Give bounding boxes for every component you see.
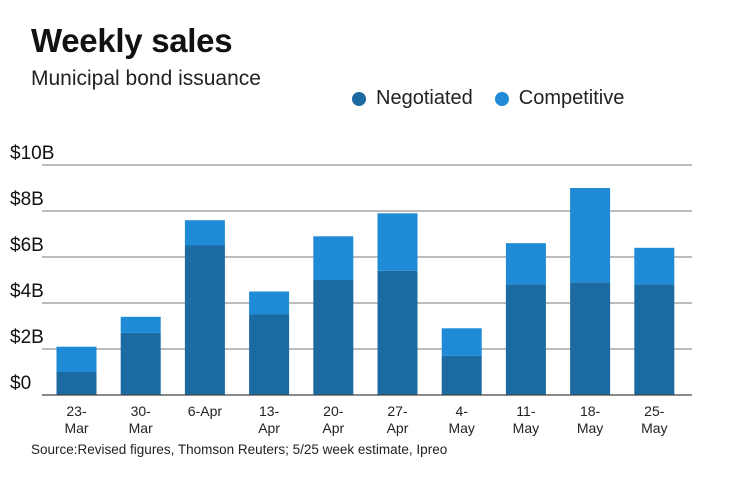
y-tick-label: $6B [10, 235, 44, 256]
source-note: Source:Revised figures, Thomson Reuters;… [31, 442, 448, 457]
bar-negotiated-1 [120, 332, 161, 395]
x-tick-label: 6-Apr [188, 403, 223, 419]
legend-swatch-competitive [494, 91, 509, 106]
bar-negotiated-6 [441, 355, 482, 395]
bar-competitive-0 [56, 346, 97, 372]
legend-swatch-negotiated [352, 91, 366, 106]
bar-competitive-5 [377, 213, 418, 271]
x-tick-label: 11-May [513, 403, 539, 436]
bar-negotiated-5 [377, 270, 418, 395]
x-tick-label: 30-Mar [129, 403, 153, 436]
x-tick-label: 25-May [641, 403, 667, 436]
y-tick-label: $8B [10, 189, 44, 210]
bar-competitive-9 [634, 247, 675, 285]
bar-negotiated-9 [634, 284, 675, 395]
legend-item-competitive: Competitive [494, 87, 625, 110]
chart-subtitle: Municipal bond issuance [31, 67, 261, 90]
y-tick-label: $0 [10, 373, 31, 394]
x-tick-label: 23-Mar [64, 403, 88, 436]
bar-negotiated-4 [313, 280, 354, 395]
chart-title: Weekly sales [31, 22, 233, 59]
y-tick-label: $4B [10, 281, 44, 302]
bar-negotiated-7 [505, 284, 546, 395]
legend-label-negotiated: Negotiated [376, 87, 473, 109]
y-tick-label: $10B [10, 143, 54, 164]
legend: Negotiated Competitive [352, 87, 646, 110]
x-tick-label: 20-Apr [322, 403, 344, 436]
bar-competitive-1 [120, 316, 161, 333]
bar-negotiated-8 [570, 282, 611, 395]
bar-competitive-4 [313, 236, 354, 280]
x-tick-label: 27-Apr [387, 403, 409, 436]
bar-competitive-2 [184, 220, 225, 246]
bar-competitive-8 [570, 188, 611, 283]
y-tick-label: $2B [10, 327, 44, 348]
bar-negotiated-2 [184, 245, 225, 395]
x-tick-label: 13-Apr [258, 403, 280, 436]
x-tick-label: 4-May [448, 403, 474, 436]
bar-competitive-6 [441, 328, 482, 356]
legend-item-negotiated: Negotiated [352, 87, 473, 110]
bar-negotiated-0 [56, 372, 97, 395]
legend-label-competitive: Competitive [518, 87, 625, 109]
bar-competitive-3 [249, 291, 290, 315]
bar-negotiated-3 [249, 314, 290, 395]
bar-competitive-7 [505, 243, 546, 285]
x-tick-label: 18-May [577, 403, 603, 436]
